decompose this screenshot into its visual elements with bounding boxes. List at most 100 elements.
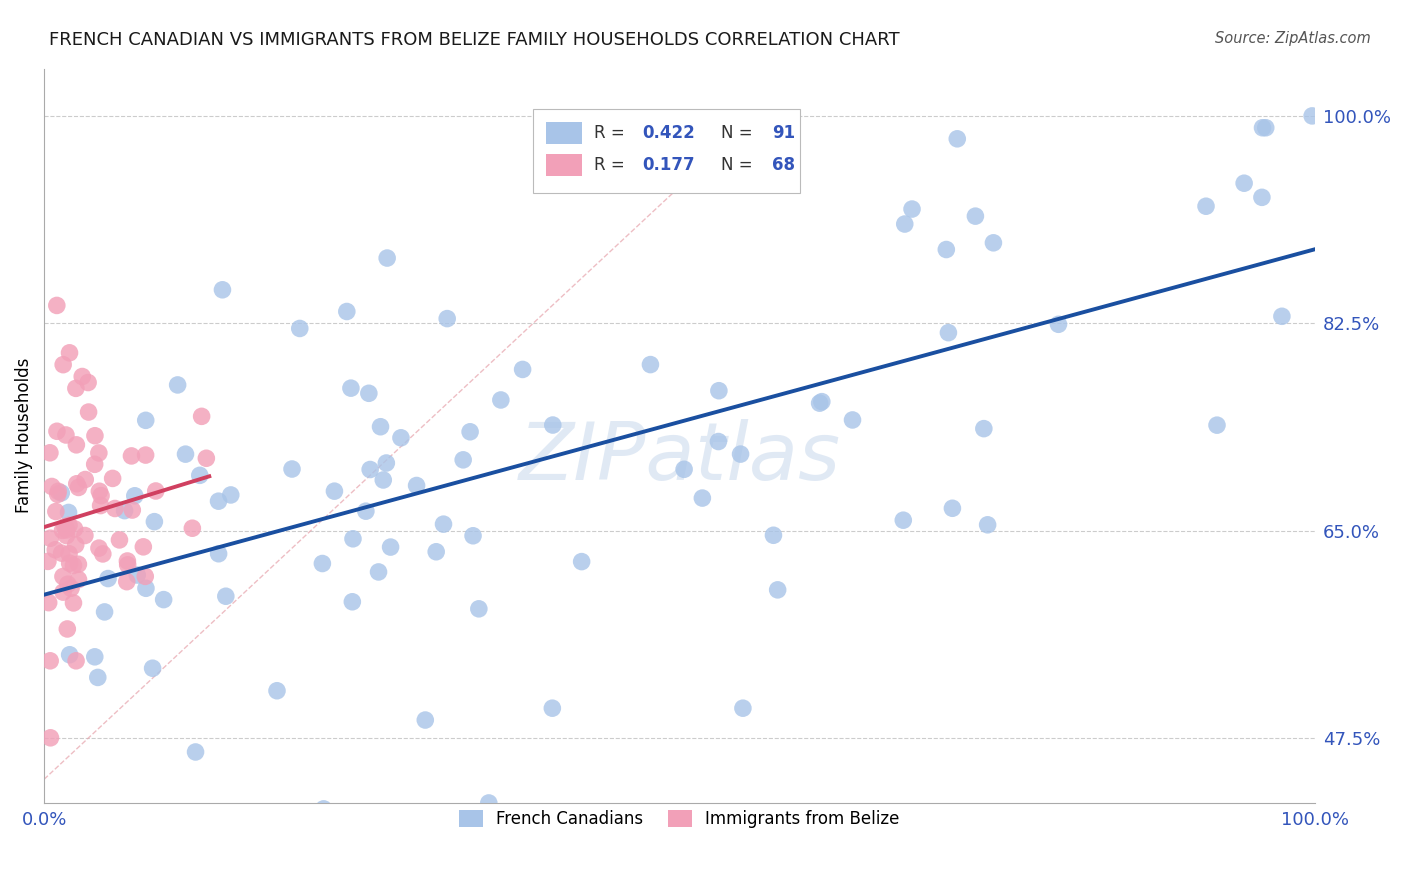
Point	[1195, 199, 1218, 213]
Point	[44, 542, 66, 557]
Point	[108, 533, 131, 547]
Text: Source: ZipAtlas.com: Source: ZipAtlas.com	[1215, 31, 1371, 46]
Point	[89, 484, 111, 499]
Text: 0.177: 0.177	[643, 156, 695, 175]
Point	[39, 446, 62, 460]
Point	[541, 701, 564, 715]
Point	[46, 484, 69, 499]
Y-axis label: Family Households: Family Households	[15, 358, 32, 514]
Point	[188, 468, 211, 483]
Point	[46, 487, 69, 501]
Point	[39, 654, 62, 668]
Point	[1271, 310, 1294, 324]
Point	[405, 478, 427, 492]
Point	[571, 555, 593, 569]
Point	[211, 283, 233, 297]
Point	[380, 540, 402, 554]
Point	[58, 518, 80, 533]
Point	[120, 449, 142, 463]
Point	[893, 217, 915, 231]
Point	[935, 243, 957, 257]
Point	[512, 362, 534, 376]
Point	[762, 528, 785, 542]
Point	[135, 448, 157, 462]
Point	[184, 745, 207, 759]
Point	[311, 557, 333, 571]
Point	[730, 447, 752, 461]
Point	[367, 565, 389, 579]
Point	[55, 428, 77, 442]
Point	[707, 434, 730, 449]
Point	[946, 132, 969, 146]
Point	[41, 479, 63, 493]
Point	[60, 581, 83, 595]
Text: R =: R =	[595, 156, 630, 175]
Point	[65, 438, 87, 452]
Point	[39, 531, 62, 545]
Point	[166, 378, 188, 392]
Point	[38, 596, 60, 610]
Point	[938, 326, 960, 340]
Point	[458, 425, 481, 439]
Point	[63, 522, 86, 536]
Point	[692, 491, 714, 505]
Point	[87, 541, 110, 555]
Point	[84, 428, 107, 442]
Point	[101, 471, 124, 485]
Point	[766, 582, 789, 597]
Point	[70, 369, 93, 384]
Point	[121, 503, 143, 517]
Point	[115, 574, 138, 589]
Text: N =: N =	[721, 156, 758, 175]
Point	[52, 585, 75, 599]
Point	[425, 545, 447, 559]
Point	[370, 419, 392, 434]
Point	[1047, 318, 1070, 332]
Bar	[546, 122, 582, 145]
Point	[323, 484, 346, 499]
Point	[152, 592, 174, 607]
Point	[478, 796, 501, 810]
Point	[65, 381, 87, 395]
Point	[97, 572, 120, 586]
Point	[67, 573, 90, 587]
Point	[174, 447, 197, 461]
Point	[58, 547, 80, 561]
Point	[436, 311, 458, 326]
Point	[67, 558, 90, 572]
Point	[83, 458, 105, 472]
Point	[461, 529, 484, 543]
Point	[91, 547, 114, 561]
Point	[1251, 190, 1274, 204]
Point	[117, 558, 139, 572]
Point	[219, 488, 242, 502]
Point	[143, 515, 166, 529]
Point	[707, 384, 730, 398]
Point	[93, 605, 115, 619]
Bar	[533, 109, 800, 194]
Point	[65, 654, 87, 668]
Bar	[546, 154, 582, 177]
Point	[373, 473, 395, 487]
Point	[432, 517, 454, 532]
Point	[90, 489, 112, 503]
Point	[55, 528, 77, 542]
Point	[811, 394, 834, 409]
Point	[731, 701, 754, 715]
Point	[215, 589, 238, 603]
Point	[207, 547, 229, 561]
Point	[413, 713, 436, 727]
Point	[66, 476, 89, 491]
Point	[468, 602, 491, 616]
Point	[808, 396, 831, 410]
Point	[134, 569, 156, 583]
Legend: French Canadians, Immigrants from Belize: French Canadians, Immigrants from Belize	[453, 804, 905, 835]
Point	[312, 802, 335, 816]
Point	[56, 577, 79, 591]
Point	[901, 202, 924, 216]
Point	[45, 298, 67, 312]
Point	[59, 648, 82, 662]
Point	[132, 540, 155, 554]
Point	[77, 405, 100, 419]
Point	[375, 251, 398, 265]
